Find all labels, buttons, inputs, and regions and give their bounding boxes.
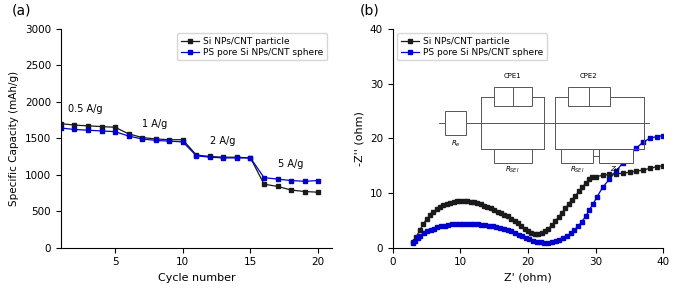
Line: PS pore Si NPs/CNT sphere: PS pore Si NPs/CNT sphere — [58, 126, 321, 184]
PS pore Si NPs/CNT sphere — [70, 128, 79, 131]
Si NPs/CNT particle — [409, 240, 417, 244]
Si NPs/CNT particle — [111, 126, 119, 129]
Text: 1 A/g: 1 A/g — [142, 120, 167, 130]
PS pore Si NPs/CNT sphere — [57, 126, 65, 130]
X-axis label: Cycle number: Cycle number — [158, 273, 235, 283]
Si NPs/CNT particle — [138, 136, 146, 139]
Si NPs/CNT particle — [233, 156, 241, 159]
Si NPs/CNT particle — [206, 155, 214, 158]
Line: Si NPs/CNT particle: Si NPs/CNT particle — [410, 163, 666, 245]
PS pore Si NPs/CNT sphere — [84, 128, 92, 132]
PS pore Si NPs/CNT sphere — [125, 134, 133, 138]
Si NPs/CNT particle — [521, 227, 529, 230]
Text: (a): (a) — [12, 4, 32, 18]
Si NPs/CNT particle — [473, 202, 481, 205]
PS pore Si NPs/CNT sphere — [165, 139, 173, 143]
Si NPs/CNT particle — [460, 199, 468, 202]
Si NPs/CNT particle — [125, 132, 133, 136]
Text: 5 A/g: 5 A/g — [278, 159, 303, 169]
PS pore Si NPs/CNT sphere — [246, 156, 255, 160]
PS pore Si NPs/CNT sphere — [192, 154, 200, 158]
Si NPs/CNT particle — [219, 156, 227, 159]
Si NPs/CNT particle — [97, 125, 106, 128]
Si NPs/CNT particle — [646, 166, 654, 170]
PS pore Si NPs/CNT sphere — [138, 137, 146, 141]
Si NPs/CNT particle — [314, 190, 322, 194]
Si NPs/CNT particle — [70, 123, 79, 127]
PS pore Si NPs/CNT sphere — [152, 139, 160, 142]
Si NPs/CNT particle — [598, 174, 607, 177]
PS pore Si NPs/CNT sphere — [287, 179, 295, 182]
PS pore Si NPs/CNT sphere — [653, 135, 661, 138]
Si NPs/CNT particle — [274, 185, 282, 188]
Si NPs/CNT particle — [179, 138, 187, 141]
PS pore Si NPs/CNT sphere — [97, 129, 106, 133]
Si NPs/CNT particle — [84, 124, 92, 128]
Line: Si NPs/CNT particle: Si NPs/CNT particle — [58, 121, 321, 195]
PS pore Si NPs/CNT sphere — [423, 230, 431, 233]
Legend: Si NPs/CNT particle, PS pore Si NPs/CNT sphere: Si NPs/CNT particle, PS pore Si NPs/CNT … — [177, 33, 327, 60]
PS pore Si NPs/CNT sphere — [233, 156, 241, 160]
PS pore Si NPs/CNT sphere — [540, 241, 548, 245]
Si NPs/CNT particle — [165, 138, 173, 141]
Text: 0.5 A/g: 0.5 A/g — [68, 104, 102, 114]
Si NPs/CNT particle — [301, 190, 309, 193]
Si NPs/CNT particle — [260, 183, 268, 186]
PS pore Si NPs/CNT sphere — [260, 176, 268, 179]
Si NPs/CNT particle — [246, 156, 255, 160]
PS pore Si NPs/CNT sphere — [301, 179, 309, 183]
PS pore Si NPs/CNT sphere — [605, 177, 613, 181]
PS pore Si NPs/CNT sphere — [463, 222, 471, 225]
Si NPs/CNT particle — [152, 137, 160, 141]
X-axis label: Z' (ohm): Z' (ohm) — [504, 273, 552, 283]
Y-axis label: Specific Capacity (mAh/g): Specific Capacity (mAh/g) — [9, 71, 20, 206]
Si NPs/CNT particle — [500, 213, 508, 217]
PS pore Si NPs/CNT sphere — [179, 140, 187, 144]
Y-axis label: -Z'' (ohm): -Z'' (ohm) — [354, 111, 364, 166]
PS pore Si NPs/CNT sphere — [314, 179, 322, 182]
Text: 2 A/g: 2 A/g — [210, 136, 235, 146]
PS pore Si NPs/CNT sphere — [219, 156, 227, 160]
PS pore Si NPs/CNT sphere — [448, 222, 456, 226]
PS pore Si NPs/CNT sphere — [206, 156, 214, 159]
PS pore Si NPs/CNT sphere — [111, 130, 119, 133]
PS pore Si NPs/CNT sphere — [409, 242, 417, 245]
Si NPs/CNT particle — [287, 188, 295, 192]
PS pore Si NPs/CNT sphere — [659, 134, 668, 137]
Si NPs/CNT particle — [57, 122, 65, 125]
Line: PS pore Si NPs/CNT sphere: PS pore Si NPs/CNT sphere — [410, 133, 666, 246]
PS pore Si NPs/CNT sphere — [274, 177, 282, 181]
Text: (b): (b) — [360, 4, 380, 18]
Legend: Si NPs/CNT particle, PS pore Si NPs/CNT sphere: Si NPs/CNT particle, PS pore Si NPs/CNT … — [397, 33, 547, 60]
Si NPs/CNT particle — [192, 153, 200, 157]
Si NPs/CNT particle — [659, 164, 668, 167]
